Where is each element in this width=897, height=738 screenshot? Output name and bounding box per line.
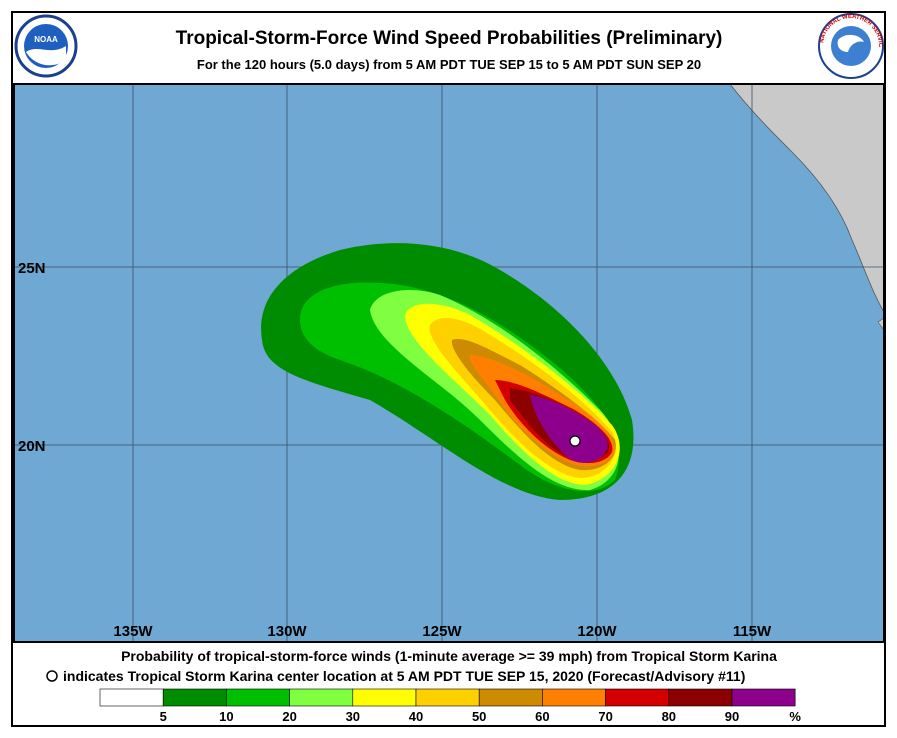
legend-swatch — [668, 688, 733, 707]
footer-line: indicates Tropical Storm Karina center l… — [63, 668, 745, 684]
center-symbol — [46, 670, 58, 682]
storm-center — [569, 435, 581, 447]
legend-label: 30 — [346, 709, 360, 724]
title: Tropical-Storm-Force Wind Speed Probabil… — [176, 28, 723, 49]
logo-cloud — [837, 34, 864, 52]
legend-swatch — [226, 688, 290, 707]
legend-swatch — [731, 688, 796, 707]
color-legend: 5 10 20 30 40 50 60 70 80 90% — [99, 688, 801, 724]
longitude-label: 125W — [422, 623, 462, 640]
land — [729, 84, 884, 313]
legend-swatch — [99, 688, 164, 707]
contour-90 — [530, 395, 608, 463]
noaa-logo: NOAA — [14, 14, 78, 78]
map-frame — [13, 83, 885, 643]
land — [877, 317, 884, 331]
map: 135W 130W 125W 120W 115W 25N 20N — [14, 84, 884, 642]
latitude-label: 25N — [18, 260, 46, 277]
legend-label: 40 — [409, 709, 423, 724]
logo-bird — [26, 46, 66, 66]
legend-swatch — [542, 688, 606, 707]
legend-swatch — [605, 688, 670, 707]
logo-text: NOAA — [34, 35, 58, 44]
legend-label: 5 — [160, 709, 167, 724]
legend-label: 50 — [472, 709, 486, 724]
legend-swatch — [352, 688, 417, 707]
legend-swatch — [478, 688, 543, 707]
legend-swatch — [289, 688, 354, 707]
legend-swatch — [162, 688, 227, 707]
legend-label: 80 — [662, 709, 676, 724]
footer-line: Probability of tropical-storm-force wind… — [121, 648, 777, 664]
longitude-label: 115W — [733, 623, 772, 640]
legend-label: 60 — [535, 709, 549, 724]
legend-unit: % — [789, 709, 801, 724]
legend-label: 90 — [725, 709, 739, 724]
subtitle: For the 120 hours (5.0 days) from 5 AM P… — [197, 57, 701, 72]
legend-label: 20 — [282, 709, 296, 724]
legend-label: 10 — [219, 709, 233, 724]
longitude-label: 120W — [577, 623, 617, 640]
legend-swatch — [415, 688, 480, 707]
legend-label: 70 — [598, 709, 612, 724]
probability-swath — [261, 243, 634, 501]
longitude-label: 130W — [267, 623, 307, 640]
latitude-label: 20N — [18, 438, 46, 455]
longitude-label: 135W — [113, 623, 153, 640]
